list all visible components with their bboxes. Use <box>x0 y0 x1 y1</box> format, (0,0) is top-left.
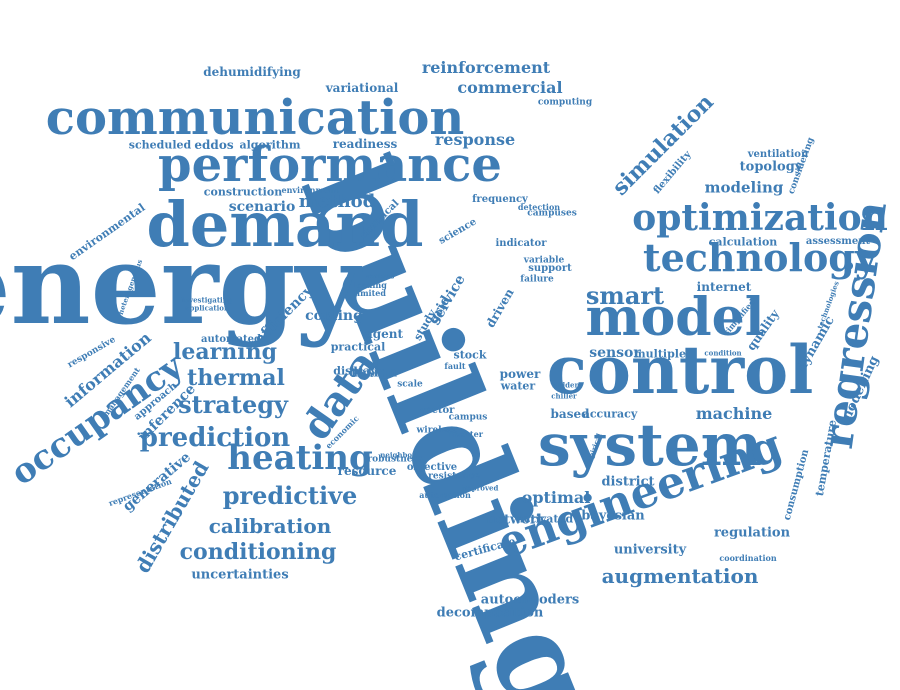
cloud-word-coordination: coordination <box>719 553 777 563</box>
cloud-word-assessment: assessment <box>805 236 871 247</box>
cloud-word-autoencoders: autoencoders <box>480 592 580 608</box>
cloud-word-design: design <box>348 365 398 381</box>
cloud-word-calculation: calculation <box>708 235 778 249</box>
cloud-word-demand: demand <box>146 188 424 261</box>
cloud-word-calibration: calibration <box>208 514 332 538</box>
cloud-word-failure: failure <box>520 274 554 285</box>
cloud-word-predictive: predictive <box>222 481 358 510</box>
cloud-word-bayesian: bayesian <box>581 508 645 524</box>
cloud-word-environment: environment <box>281 185 339 195</box>
cloud-word-scenario: scenario <box>228 199 296 215</box>
cloud-word-power: power <box>499 367 541 381</box>
cloud-word-reinforcement: reinforcement <box>421 58 551 77</box>
cloud-word-practical: practical <box>330 340 386 354</box>
cloud-word-variational: variational <box>325 81 399 95</box>
cloud-word-activated: activated <box>516 512 574 526</box>
cloud-word-decomposition: decomposition <box>436 605 544 621</box>
cloud-word-uncertainties: uncertainties <box>191 567 289 583</box>
cloud-word-resistance: resistance <box>428 471 480 482</box>
cloud-word-inverter: inverter <box>447 429 483 439</box>
cloud-word-improved: improved <box>461 483 499 493</box>
cloud-word-strategy: strategy <box>178 390 288 419</box>
cloud-word-scheduled: scheduled <box>128 138 192 152</box>
cloud-word-science: science <box>436 216 479 247</box>
cloud-word-automated: automated <box>200 334 262 345</box>
cloud-word-scale: scale <box>397 379 423 390</box>
cloud-word-response: response <box>434 130 516 149</box>
cloud-word-modeling: modeling <box>704 178 784 197</box>
cloud-word-vector: vector <box>419 405 455 416</box>
cloud-word-ventilation: ventilation <box>747 149 809 160</box>
cloud-word-network: network <box>486 512 546 528</box>
cloud-word-investigating: investigating <box>181 295 233 305</box>
cloud-word-driven: driven <box>483 286 517 330</box>
cloud-word-eddos: eddos <box>194 138 234 152</box>
cloud-word-machine: machine <box>695 404 773 423</box>
cloud-word-model: model <box>585 287 765 348</box>
cloud-word-agent: agent <box>364 327 404 341</box>
cloud-word-campuses: campuses <box>527 208 577 219</box>
cloud-word-method: method <box>298 191 376 212</box>
cloud-word-computing: computing <box>537 97 593 108</box>
cloud-word-indicator: indicator <box>495 238 547 249</box>
cloud-word-heating: heating <box>227 438 373 478</box>
cloud-word-fault: fault <box>444 361 466 371</box>
cloud-word-application: application <box>184 303 230 313</box>
cloud-word-conditioning: conditioning <box>179 539 337 565</box>
cloud-word-district: district <box>601 474 655 490</box>
cloud-word-performance: performance <box>158 137 502 193</box>
cloud-word-cooling: cooling <box>305 308 363 324</box>
cloud-word-hidden: hidden <box>552 380 580 390</box>
cloud-word-various: various <box>365 271 395 281</box>
cloud-word-optimal: optimal <box>521 488 591 507</box>
cloud-word-sensor: sensor <box>589 345 641 361</box>
cloud-word-readiness: readiness <box>332 137 398 151</box>
cloud-word-stock: stock <box>453 348 487 362</box>
cloud-word-consumption: consumption <box>781 448 812 522</box>
cloud-word-regulation: regulation <box>713 525 791 541</box>
cloud-word-resource: resource <box>337 464 397 478</box>
cloud-word-internet: internet <box>696 280 752 294</box>
cloud-word-support: support <box>528 263 572 274</box>
cloud-word-multiple: multiple <box>634 347 686 361</box>
cloud-word-control: control <box>546 331 814 409</box>
cloud-word-energy: energy <box>0 220 360 349</box>
cloud-word-construction: construction <box>203 185 283 199</box>
cloud-word-robustness: robustness <box>367 454 423 465</box>
cloud-word-campus: campus <box>448 412 488 423</box>
cloud-word-topology: topology <box>739 159 803 175</box>
cloud-word-algorithm: algorithm <box>239 138 301 152</box>
cloud-word-system: system <box>537 411 763 479</box>
cloud-word-objective: objective <box>406 462 458 473</box>
cloud-word-chiller: chiller <box>551 391 577 401</box>
cloud-word-optimization: optimization <box>632 197 888 239</box>
cloud-word-limited: limited <box>354 288 386 298</box>
cloud-word-detection: detection <box>517 202 561 212</box>
cloud-word-prediction: prediction <box>139 423 291 453</box>
cloud-word-learning: learning <box>173 339 277 365</box>
cloud-word-commercial: commercial <box>457 78 563 97</box>
cloud-word-dehumidifying: dehumidifying <box>203 65 301 79</box>
cloud-word-augmentation: augmentation <box>601 564 759 588</box>
cloud-word-based: based <box>550 407 590 421</box>
cloud-word-display: display <box>333 364 377 378</box>
cloud-word-technology: technology <box>643 235 877 280</box>
cloud-word-wireless: wireless <box>416 425 458 436</box>
cloud-word-automation: automation <box>419 490 471 500</box>
cloud-word-condition: condition <box>704 348 742 358</box>
cloud-word-thermal: thermal <box>187 365 285 391</box>
cloud-word-smart: smart <box>585 281 665 310</box>
cloud-word-water: water <box>500 379 536 393</box>
cloud-word-accuracy: accuracy <box>582 407 638 421</box>
cloud-word-frequency: frequency <box>472 194 528 205</box>
cloud-word-communication: communication <box>45 90 465 146</box>
cloud-word-university: university <box>613 542 687 558</box>
cloud-word-neighbor: neighbor <box>380 450 416 460</box>
cloud-word-variable: variable <box>523 255 565 266</box>
cloud-word-loading: loading <box>353 280 387 290</box>
